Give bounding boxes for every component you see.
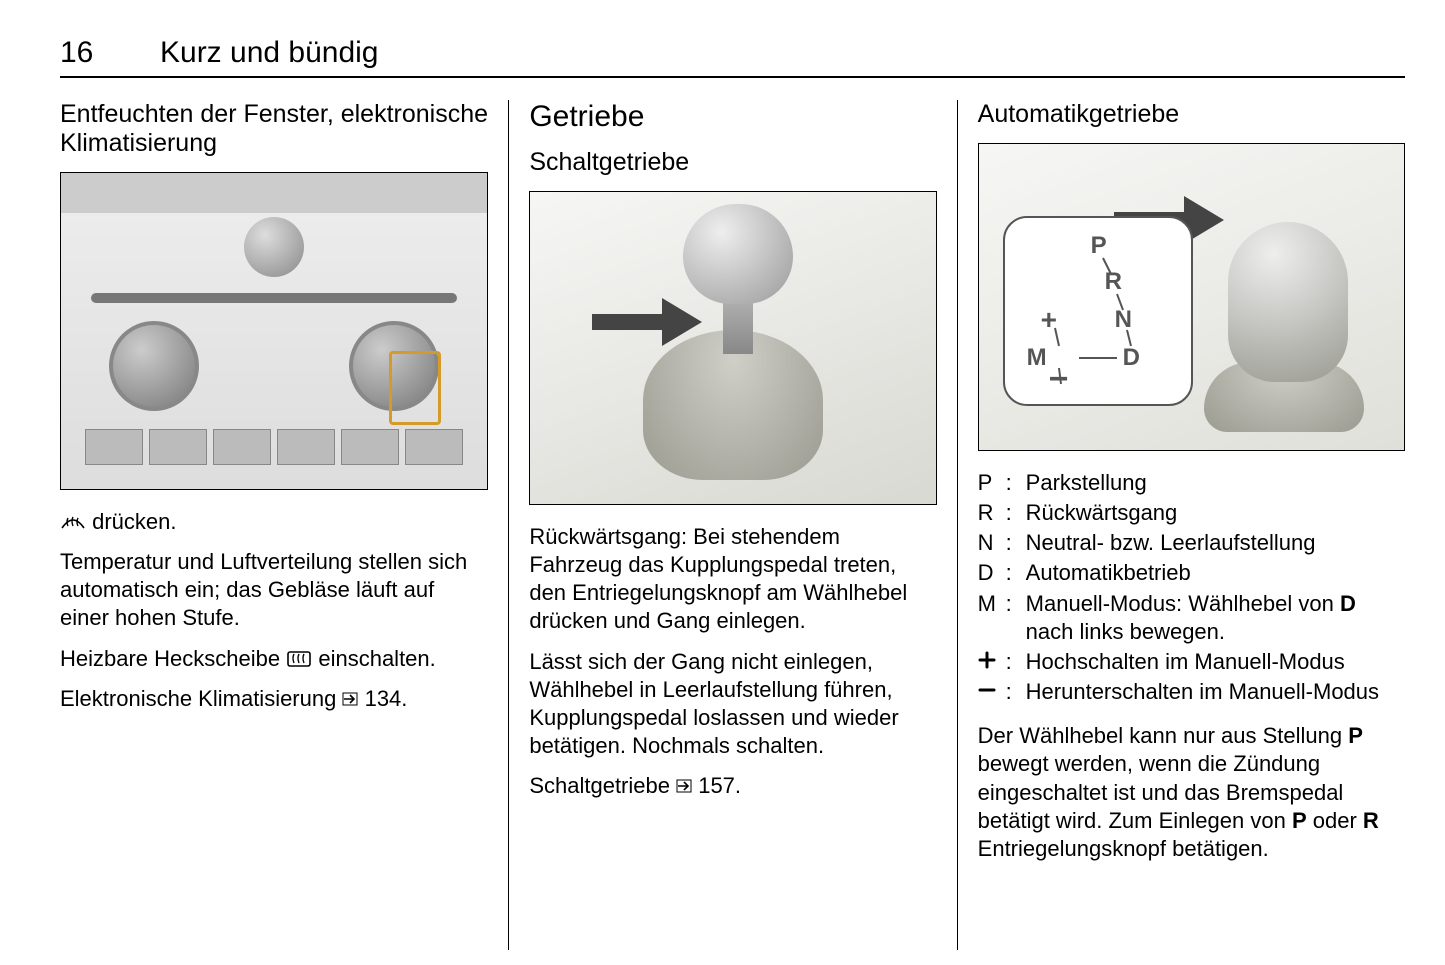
def-value: Rückwärtsgang [1026, 499, 1405, 527]
def-key: M [978, 590, 1006, 646]
gear-definitions: P:ParkstellungR:RückwärtsgangN:Neutral- … [978, 469, 1405, 706]
plus-icon [978, 648, 1006, 676]
def-value: Parkstellung [1026, 469, 1405, 497]
chapter-title: Kurz und bündig [160, 36, 379, 70]
gear-callout: PRNDM +− [1003, 216, 1193, 406]
shifter-art [530, 192, 935, 504]
reference-icon [342, 686, 358, 714]
col3-p1: Der Wählhebel kann nur aus Stellung P be… [978, 722, 1405, 863]
reference-icon [676, 773, 692, 801]
col1-heading: Entfeuchten der Fenster, elektronische K… [60, 100, 488, 158]
minus-icon [978, 678, 1006, 706]
col3-heading: Automatikgetriebe [978, 100, 1405, 129]
def-row: N:Neutral- bzw. Leerlaufstellung [978, 529, 1405, 557]
def-separator: : [1006, 469, 1026, 497]
def-row: :Herunterschalten im Manuell-Modus [978, 678, 1405, 706]
def-value: Manuell-Modus: Wählhebel von D nach link… [1026, 590, 1405, 646]
col1-p4: Elektronische Klimatisierung 134. [60, 685, 488, 714]
def-row: M:Manuell-Modus: Wählhebel von D nach li… [978, 590, 1405, 646]
page-header: 16 Kurz und bündig [60, 36, 1405, 78]
def-row: R:Rückwärtsgang [978, 499, 1405, 527]
def-separator: : [1006, 499, 1026, 527]
def-key: N [978, 529, 1006, 557]
def-row: P:Parkstellung [978, 469, 1405, 497]
def-separator: : [1006, 678, 1026, 706]
page-number: 16 [60, 36, 100, 70]
figure-climate-panel [60, 172, 488, 490]
col1-p1: drücken. [60, 508, 488, 536]
col2-heading: Schaltgetriebe [529, 148, 936, 177]
col1-p1-text: drücken. [86, 509, 177, 534]
section-title-getriebe: Getriebe [529, 100, 936, 134]
arrow-icon [592, 292, 702, 352]
defrost-front-icon [60, 511, 86, 531]
col2-p2: Lässt sich der Gang nicht einlegen, Wähl… [529, 648, 936, 761]
col1-p2: Temperatur und Luftverteilung stellen si… [60, 548, 488, 632]
def-value: Herunterschalten im Manuell-Modus [1026, 678, 1405, 706]
column-2: Getriebe Schaltgetriebe Rückwärtsgang: B… [508, 100, 956, 950]
column-1: Entfeuchten der Fenster, elektronische K… [60, 100, 508, 950]
auto-art: PRNDM +− [979, 144, 1404, 450]
content-columns: Entfeuchten der Fenster, elektronische K… [60, 100, 1405, 950]
def-key: R [978, 499, 1006, 527]
col2-p3: Schaltgetriebe 157. [529, 772, 936, 801]
col2-p1: Rückwärtsgang: Bei stehendem Fahrzeug da… [529, 523, 936, 636]
figure-auto-shifter: PRNDM +− [978, 143, 1405, 451]
col1-p3: Heizbare Heckscheibe einschal­ten. [60, 645, 488, 673]
def-key: P [978, 469, 1006, 497]
def-row: :Hochschalten im Manuell-Modus [978, 648, 1405, 676]
def-key: D [978, 559, 1006, 587]
defrost-rear-icon [286, 648, 312, 668]
figure-manual-shifter [529, 191, 936, 505]
def-value: Neutral- bzw. Leerlaufstellung [1026, 529, 1405, 557]
def-separator: : [1006, 648, 1026, 676]
def-row: D:Automatikbetrieb [978, 559, 1405, 587]
def-separator: : [1006, 529, 1026, 557]
manual-page: 16 Kurz und bündig Entfeuchten der Fenst… [0, 0, 1445, 965]
column-3: Automatikgetriebe PRNDM +− [957, 100, 1405, 950]
climate-art [61, 173, 487, 489]
def-separator: : [1006, 590, 1026, 646]
def-value: Automatikbetrieb [1026, 559, 1405, 587]
def-separator: : [1006, 559, 1026, 587]
def-value: Hochschalten im Manuell-Modus [1026, 648, 1405, 676]
